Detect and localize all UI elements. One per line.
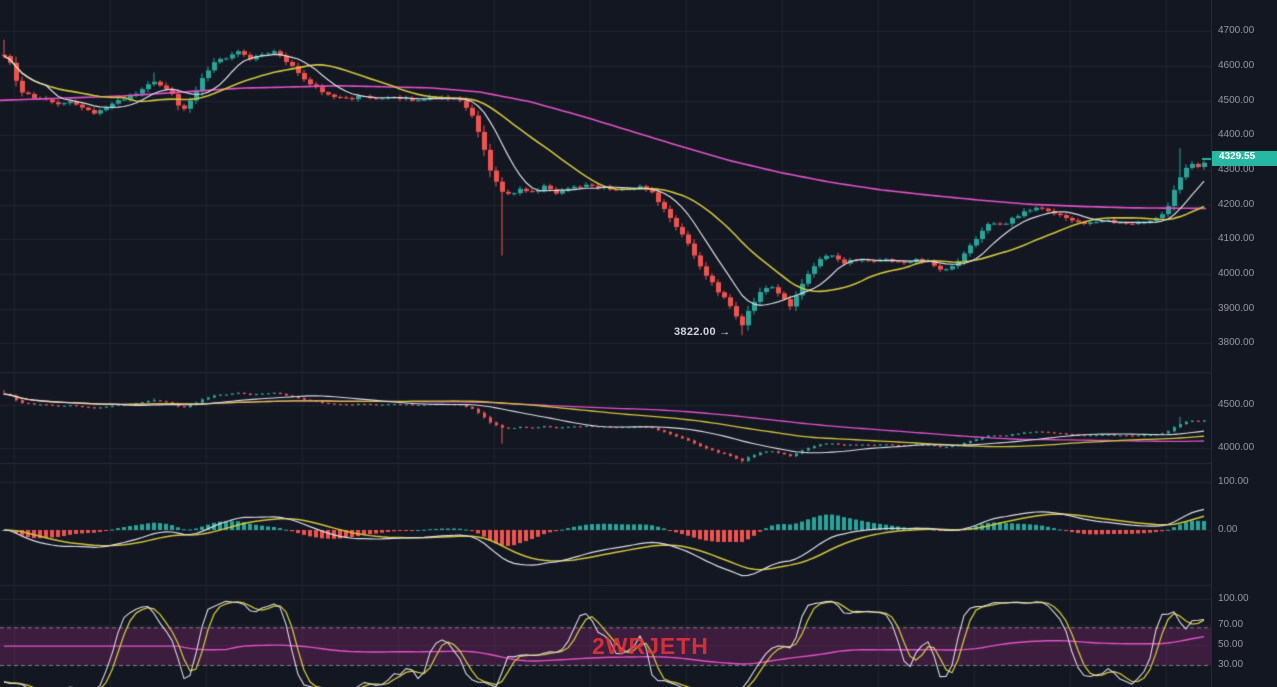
watermark: 2WRJETH — [592, 633, 709, 659]
axis-label: 4100.00 — [1218, 233, 1255, 244]
price-axis[interactable]: 4329.55 4700.00 4600.00 4500.00 4400.00 4300… — [1211, 0, 1277, 687]
axis-label: 100.00 — [1218, 593, 1249, 604]
axis-label: 30.00 — [1218, 659, 1244, 670]
axis-label: 70.00 — [1218, 619, 1244, 630]
axis-label: 3800.00 — [1218, 337, 1255, 348]
chart-canvas[interactable] — [0, 0, 1211, 687]
axis-label: 4600.00 — [1218, 60, 1255, 71]
axis-label: 4700.00 — [1218, 25, 1255, 36]
axis-label: 4400.00 — [1218, 129, 1255, 140]
axis-label: 3900.00 — [1218, 303, 1255, 314]
axis-label: 0.00 — [1218, 524, 1238, 535]
axis-label: 4300.00 — [1218, 164, 1255, 175]
axis-label: 4500.00 — [1218, 399, 1255, 410]
price-annotation: 3822.00 → — [674, 326, 731, 338]
axis-label: 4500.00 — [1218, 95, 1255, 106]
axis-label: 4000.00 — [1218, 268, 1255, 279]
axis-label: 4000.00 — [1218, 442, 1255, 453]
axis-label: 100.00 — [1218, 476, 1249, 487]
axis-label: 50.00 — [1218, 639, 1244, 650]
axis-label: 4200.00 — [1218, 199, 1255, 210]
last-price-badge: 4329.55 — [1212, 151, 1277, 166]
